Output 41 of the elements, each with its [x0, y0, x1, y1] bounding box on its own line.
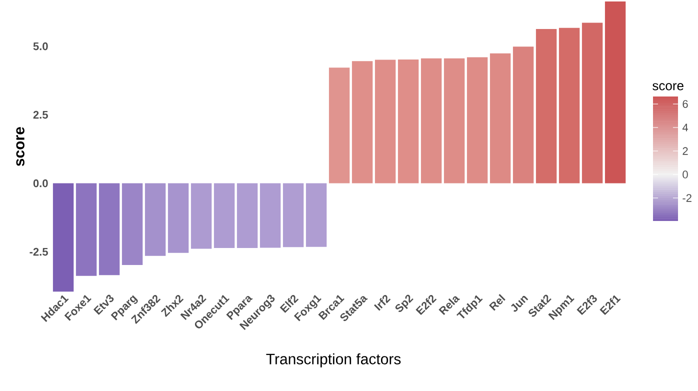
bar: [444, 58, 465, 184]
bar: [558, 28, 580, 184]
color-bar-title: score: [652, 83, 684, 90]
color-bar-label: 4: [682, 124, 688, 132]
bar: [604, 1, 626, 184]
y-tick-label: 5.0: [33, 42, 48, 50]
bar: [374, 60, 396, 184]
bar: [168, 183, 189, 253]
y-tick-label: -2.5: [30, 248, 48, 256]
bar: [282, 183, 304, 248]
bar: [466, 57, 488, 184]
bar: [306, 183, 327, 247]
y-axis-title: score: [16, 127, 24, 166]
color-bar-label: 0: [682, 170, 688, 178]
bar: [52, 183, 74, 292]
bar: [260, 183, 281, 248]
x-axis-title: Transcription factors: [266, 353, 401, 368]
y-tick-label: 0.0: [33, 179, 48, 188]
color-bar-label: 2: [682, 147, 688, 155]
x-tick-label: Jun: [511, 296, 528, 312]
bar: [98, 183, 120, 276]
bar: [144, 183, 166, 256]
bar: [236, 183, 258, 248]
bar: [536, 29, 557, 184]
bar: [328, 68, 350, 184]
x-tick-label: Rel: [489, 294, 506, 311]
bar: [352, 61, 373, 184]
color-bar-label: -2: [682, 194, 692, 202]
x-tick-label: Irf2: [374, 294, 391, 311]
bar: [490, 53, 511, 184]
bar: [214, 183, 235, 248]
bar: [76, 183, 97, 276]
bar: [420, 58, 442, 184]
bar: [122, 183, 143, 265]
color-bar-label: 6: [682, 100, 688, 108]
bar: [190, 183, 212, 249]
bar: [582, 22, 603, 184]
x-tick-label: Sp2: [395, 294, 414, 312]
bar: [398, 59, 419, 184]
y-tick-label: 2.5: [33, 110, 48, 119]
bar: [512, 46, 534, 184]
